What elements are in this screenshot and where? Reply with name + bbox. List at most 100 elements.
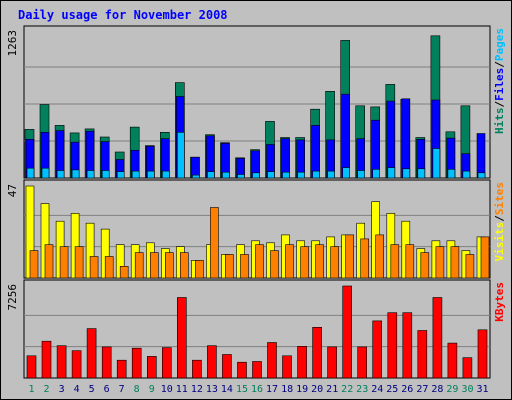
x-tick-label: 8 [134, 384, 140, 395]
legend-sites: Sites [493, 182, 506, 215]
visits-sites-legend: Visits/Sites [493, 182, 506, 262]
pages-bar [116, 171, 125, 179]
kbytes-bar [116, 359, 127, 379]
pages-bar [297, 171, 305, 179]
sites-bar [405, 244, 415, 279]
x-tick-label: 11 [176, 384, 188, 395]
kbytes-bar [447, 342, 458, 379]
x-tick-label: 16 [251, 384, 263, 395]
pages-bar [312, 170, 320, 179]
x-tick-label: 26 [401, 384, 413, 395]
kbytes-bar [56, 345, 67, 379]
pages-bar [267, 171, 275, 179]
sites-bar [104, 256, 114, 279]
files-bar [386, 100, 396, 179]
pages-bar [26, 167, 35, 179]
kbytes-bar [237, 361, 247, 379]
pages-bar [357, 170, 366, 179]
sites-bar [420, 252, 430, 279]
x-tick-label: 31 [476, 384, 488, 395]
sites-bar [134, 252, 144, 279]
pages-bar [237, 174, 245, 179]
pages-bar [387, 167, 396, 179]
x-tick-label: 15 [236, 384, 248, 395]
sites-bar [435, 246, 445, 279]
files-bar [476, 133, 486, 179]
kbytes-bar [147, 356, 157, 379]
sites-bar [465, 254, 475, 279]
kbytes-bar [372, 320, 383, 379]
pages-bar [71, 169, 80, 179]
pages-bar [147, 170, 155, 179]
x-tick-label: 30 [461, 384, 473, 395]
kbytes-bar [342, 285, 353, 379]
sites-bar [360, 238, 370, 279]
kbytes-bar [207, 345, 217, 379]
pages-bar [207, 171, 215, 179]
kbytes-bar [162, 347, 172, 379]
sites-bar [270, 250, 279, 279]
pages-bar [177, 132, 185, 179]
pages-bar [222, 171, 230, 179]
pages-bar [86, 170, 95, 179]
visits-sites-panel: 47 Visits/Sites [6, 179, 506, 279]
sites-bar [150, 252, 159, 279]
x-tick-label: 14 [221, 384, 233, 395]
legend-hits: Hits [493, 108, 506, 135]
x-tick-label: 3 [59, 384, 65, 395]
pages-bar [162, 170, 170, 179]
x-tick-label: 2 [43, 384, 49, 395]
pages-bar [56, 170, 65, 179]
kbytes-bar [131, 347, 142, 379]
sites-bar [74, 246, 84, 279]
sites-bar [315, 244, 324, 279]
x-tick-label: 25 [386, 384, 398, 395]
x-tick-label: 29 [446, 384, 458, 395]
legend-separator: / [493, 215, 506, 222]
kbytes-bar [177, 297, 187, 379]
legend-separator: / [493, 61, 506, 68]
sites-bar [345, 234, 355, 279]
pages-bar [417, 168, 426, 179]
kbytes-panel: 7256 KBytes [6, 279, 506, 379]
sites-bar [59, 246, 69, 279]
kbytes-bar [252, 361, 262, 379]
kbytes-bar [432, 297, 443, 379]
sites-bar [285, 244, 294, 279]
pages-bar [342, 167, 351, 179]
kbytes-bar [282, 355, 292, 379]
legend-kbytes: KBytes [493, 282, 506, 322]
x-tick-label: 7 [119, 384, 125, 395]
kbytes-bar [387, 312, 398, 379]
pages-bar [131, 170, 140, 179]
x-tick-label: 5 [89, 384, 95, 395]
kbytes-bar [297, 345, 307, 379]
sites-bar [255, 244, 264, 279]
x-tick-label: 4 [74, 384, 80, 395]
sites-bar [330, 246, 339, 279]
kbytes-ymax-label: 7256 [6, 284, 19, 311]
pages-bar [477, 172, 486, 179]
sites-bar [119, 265, 129, 279]
sites-bar [240, 254, 249, 279]
legend-files: Files [493, 68, 506, 101]
pages-bar [282, 171, 290, 179]
kbytes-bar [101, 346, 112, 379]
x-tick-label: 12 [191, 384, 203, 395]
kbytes-bar [357, 346, 368, 379]
pages-bar [462, 170, 471, 179]
x-tick-label: 28 [431, 384, 443, 395]
pages-bar [41, 167, 50, 179]
kbytes-bar [222, 354, 232, 379]
kbytes-bar [312, 326, 322, 379]
sites-bar [375, 234, 385, 279]
sites-bar [225, 254, 234, 279]
kbytes-bar [192, 359, 202, 379]
x-tick-label: 6 [104, 384, 110, 395]
sites-bar [165, 252, 174, 279]
kbytes-bar [41, 340, 52, 379]
pages-bar [372, 169, 381, 179]
sites-bar [450, 246, 460, 279]
